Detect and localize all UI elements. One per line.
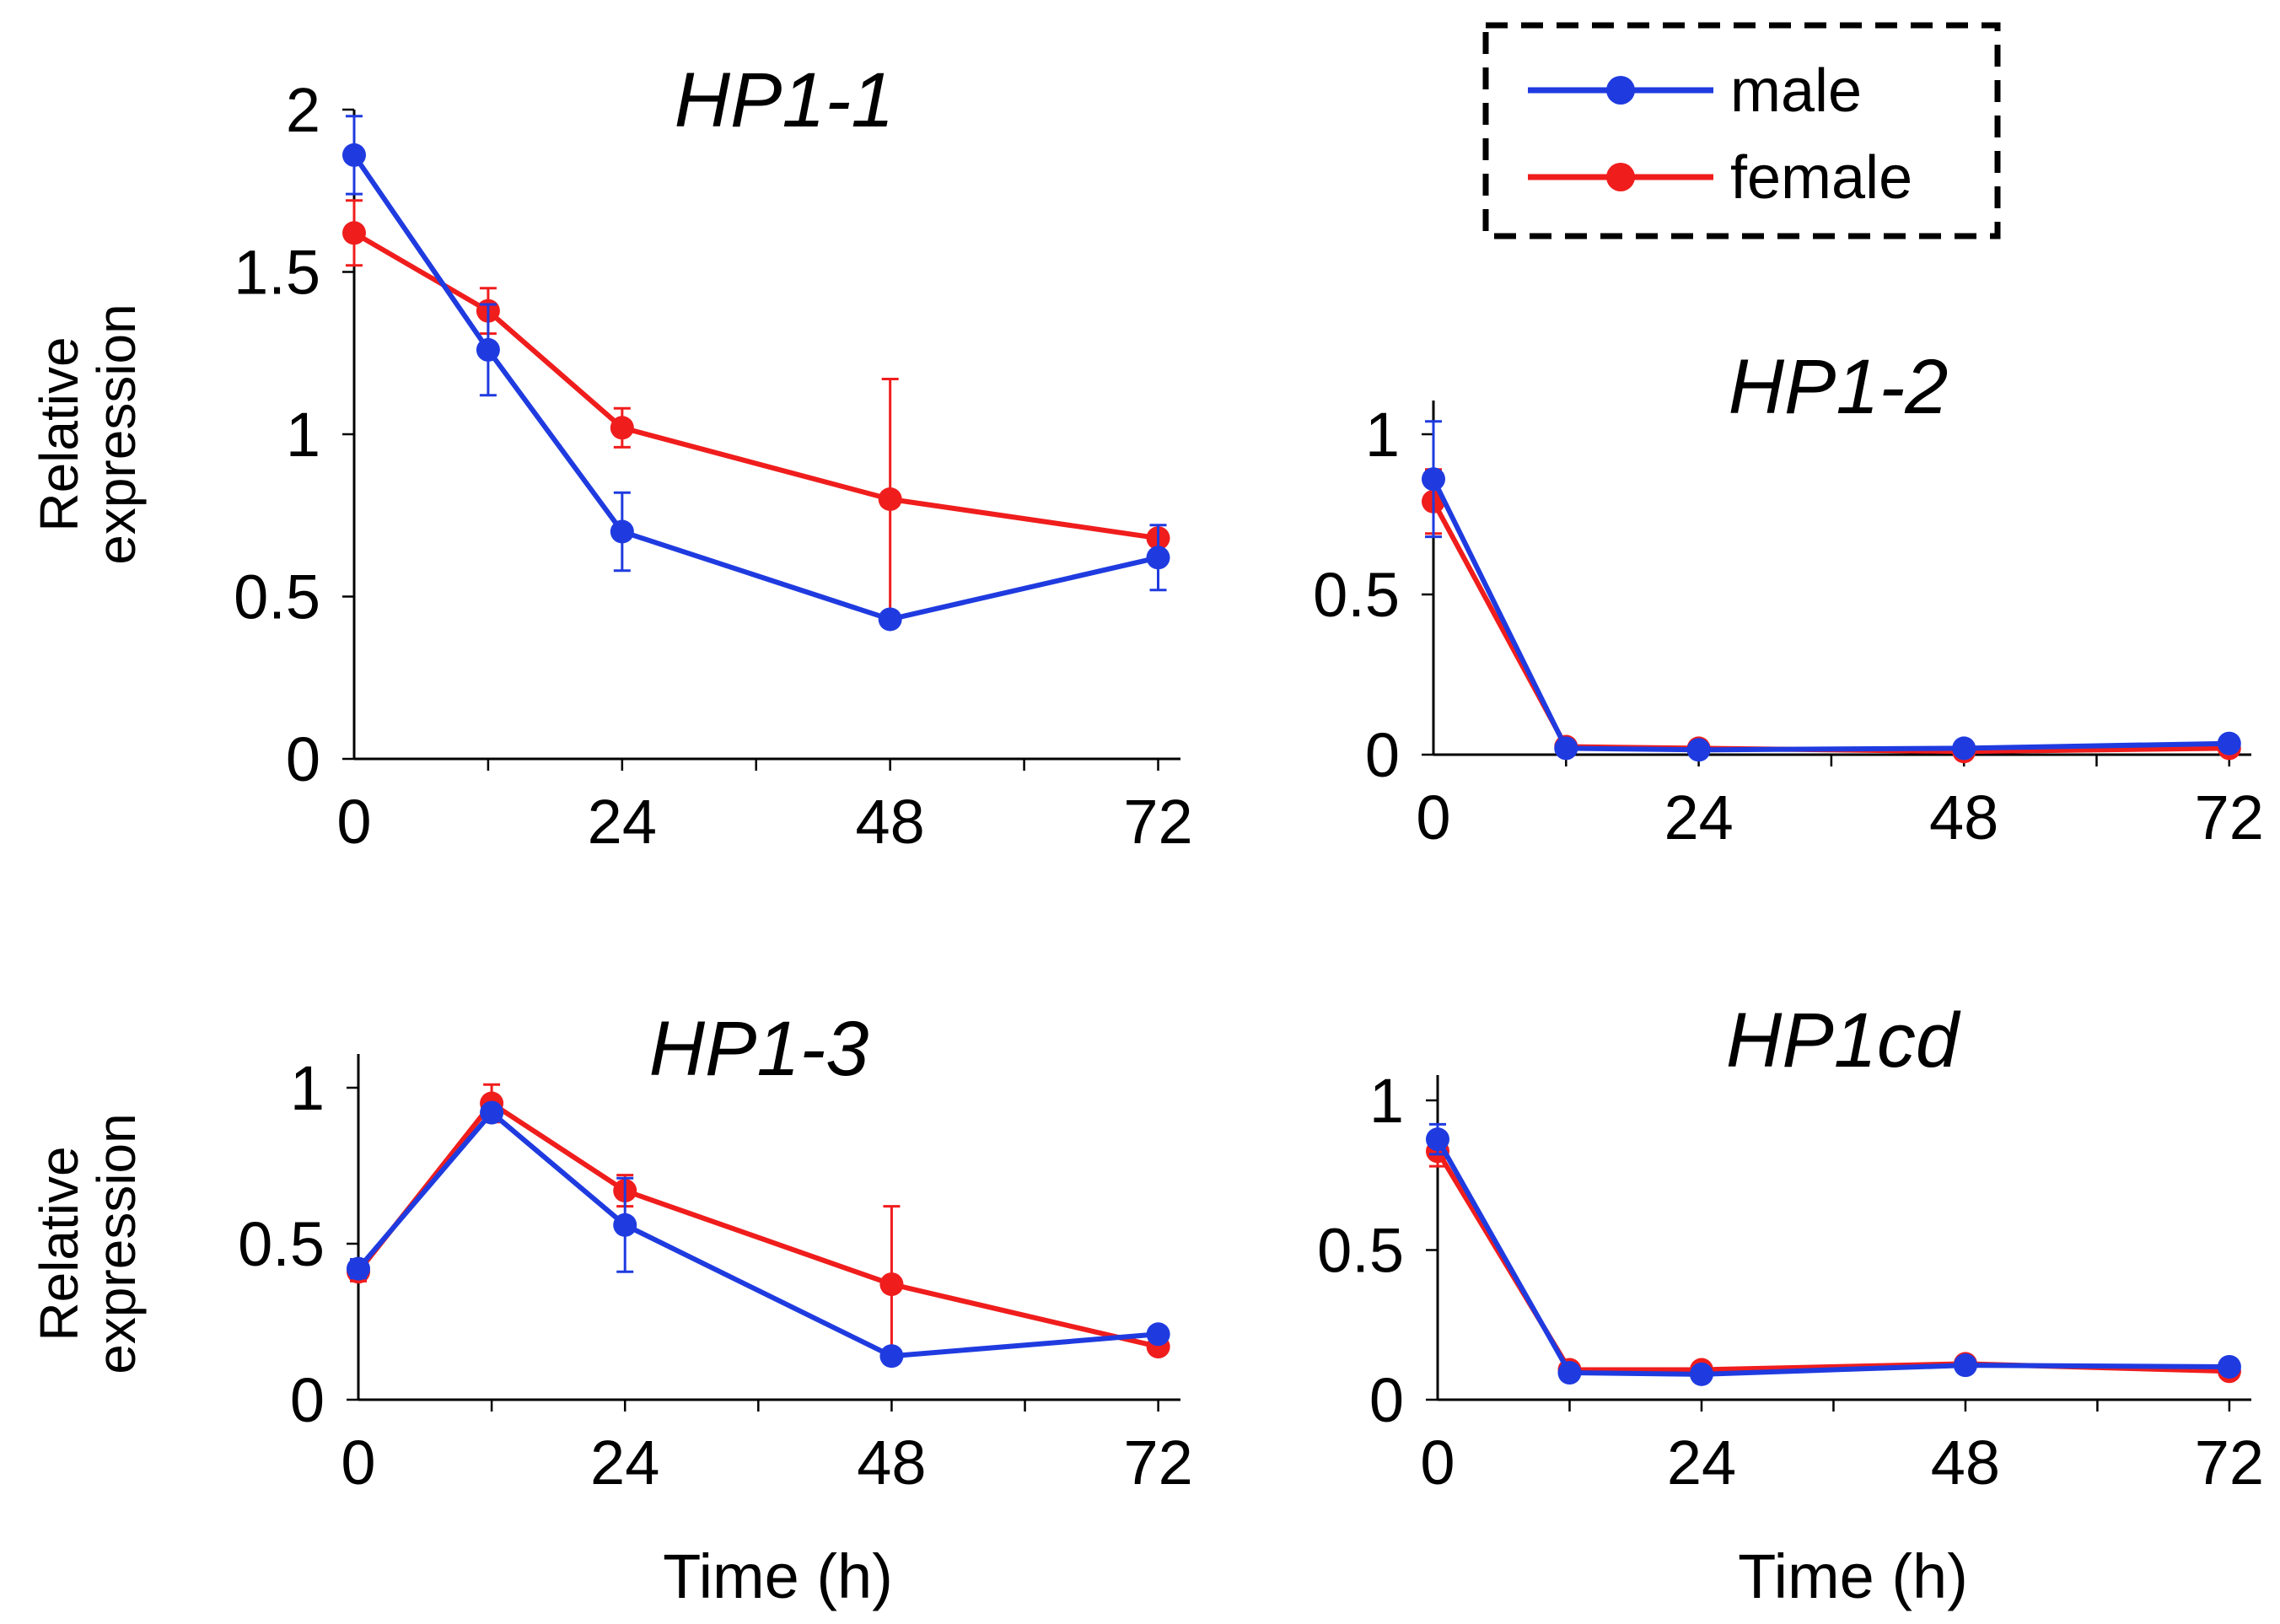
legend-box [1482, 22, 2001, 239]
data-point-male [1422, 467, 1445, 492]
y-tick-label: 0.5 [234, 562, 320, 632]
series-male [1422, 420, 2241, 762]
data-point-male [610, 519, 634, 544]
series-male [1426, 1122, 2241, 1386]
x-tick-label: 24 [588, 787, 657, 857]
y-tick-label: 2 [286, 75, 320, 145]
x-tick-label: 0 [1416, 782, 1450, 852]
y-axis-label-line1: Relative [29, 1146, 89, 1341]
x-tick-label: 0 [336, 787, 371, 857]
series-female [342, 199, 1170, 621]
y-axis-label: Relativeexpression [29, 1113, 147, 1374]
x-axis-label: Time (h) [663, 1541, 893, 1611]
panel-title: HP1-1 [675, 57, 895, 143]
y-tick-label: 1 [1365, 400, 1400, 470]
x-axis-label: Time (h) [1738, 1541, 1968, 1611]
y-tick-label: 0.5 [1313, 560, 1400, 630]
x-tick-label: 0 [1420, 1428, 1455, 1498]
y-tick-label: 0 [1365, 720, 1400, 790]
series-line-male [1431, 477, 2229, 753]
panel-hp1-3: 0 0.5 1 0 24 48 72 HP1-3 Relativeexpression Time … [29, 1006, 1193, 1611]
x-tick-label: 72 [2195, 782, 2264, 852]
data-point-male [1146, 546, 1170, 570]
data-point-male [879, 1344, 904, 1369]
x-tick-label: 72 [2195, 1428, 2264, 1498]
panel-hp1cd: 0 0.5 1 0 24 48 72 HP1cd Time (h) [1317, 998, 2264, 1611]
x-tick-label: 24 [1667, 1428, 1736, 1498]
y-tick-label: 0 [1369, 1365, 1404, 1435]
data-point-male [1557, 1361, 1582, 1385]
x-tick-label: 24 [590, 1428, 659, 1498]
data-point-female [878, 487, 902, 511]
x-tick-label: 0 [341, 1428, 375, 1498]
x-tick-label: 24 [1664, 782, 1733, 852]
data-point-male [2217, 1354, 2241, 1379]
data-point-male [476, 337, 500, 362]
y-tick-label: 1 [290, 1053, 325, 1123]
series-male [342, 115, 1170, 632]
y-tick-label: 0.5 [1317, 1216, 1404, 1286]
y-tick-label: 1 [286, 400, 320, 470]
series-line-female [1435, 1149, 2230, 1374]
x-tick-label: 48 [1931, 1428, 2000, 1498]
y-axis-label-line2: expression [86, 304, 147, 565]
data-point-male [1686, 738, 1711, 762]
data-point-male [1554, 736, 1578, 761]
y-tick-label: 0 [290, 1365, 325, 1435]
data-point-male [347, 1256, 370, 1281]
series-line-male [1435, 1137, 2229, 1377]
data-point-male [1952, 736, 1976, 761]
y-axis-label-line2: expression [86, 1113, 147, 1374]
series-female [347, 1083, 1170, 1364]
series-line-female [1431, 500, 2229, 755]
x-tick-label: 72 [1123, 1428, 1192, 1498]
data-point-male [1426, 1127, 1449, 1152]
data-point-male [1146, 1322, 1170, 1347]
panel-title: HP1cd [1726, 998, 1961, 1084]
legend-male-label: male [1730, 57, 1862, 125]
data-point-male [2217, 731, 2241, 756]
legend-female-label: female [1730, 144, 1912, 212]
series-male [347, 1100, 1170, 1369]
y-tick-label: 0.5 [238, 1209, 325, 1279]
data-point-male [878, 607, 902, 632]
y-tick-label: 0 [286, 724, 320, 794]
series-line-female [356, 1100, 1159, 1350]
y-tick-label: 1 [1369, 1066, 1404, 1136]
data-point-female [342, 221, 366, 245]
x-tick-label: 48 [1929, 782, 1998, 852]
panel-hp1-1: 0 0.5 1 1.5 2 0 24 48 72 HP1-1 Relativeexpression [29, 57, 1193, 857]
series-female [1426, 1135, 2241, 1384]
panels: 00.511.520 24 48 72HP1-1Relativeexpression0… [29, 57, 2264, 1611]
panel-title: HP1-3 [649, 1006, 869, 1092]
x-tick-label: 48 [857, 1428, 926, 1498]
data-point-male [1953, 1353, 1977, 1378]
data-point-male [342, 143, 366, 167]
data-point-female [610, 416, 634, 440]
legend-male-marker [1606, 76, 1635, 105]
y-tick-label: 1.5 [234, 238, 320, 308]
legend-female-marker [1606, 163, 1635, 191]
series-line-male [352, 153, 1159, 622]
data-point-male [1689, 1362, 1713, 1386]
panel-hp1-2: 0 0.5 1 0 24 48 72 HP1-2 [1313, 344, 2264, 852]
series-line-female [352, 230, 1159, 541]
data-point-male [480, 1100, 504, 1125]
x-tick-label: 48 [856, 787, 925, 857]
panel-title: HP1-2 [1729, 344, 1949, 430]
data-point-female [879, 1272, 904, 1297]
y-axis-label: Relativeexpression [29, 304, 147, 565]
series-female [1422, 468, 2241, 764]
y-axis-label-line1: Relative [29, 336, 89, 531]
legend: male female [1482, 22, 2001, 239]
x-tick-label: 72 [1123, 787, 1192, 857]
data-point-male [613, 1213, 637, 1237]
